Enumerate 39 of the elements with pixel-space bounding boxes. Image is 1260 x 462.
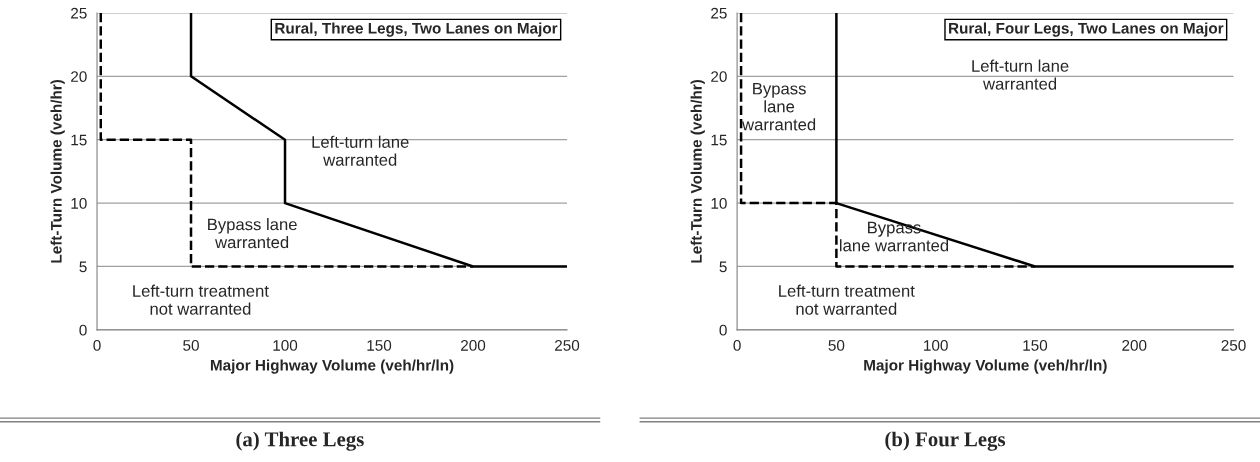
y-tick-label: 15 [711,134,727,146]
x-axis-title: Major Highway Volume (veh/hr/ln) [864,359,1107,374]
x-tick-label: 0 [733,339,741,351]
y-tick-label: 0 [79,324,87,336]
y-axis-title: Left-Turn Volume (veh/hr) [690,79,705,263]
text: Rural, Four Legs, Two Lanes on Major [949,22,1224,37]
x-axis-title: Major Highway Volume (veh/hr/ln) [210,359,454,374]
y-tick-label: 10 [71,197,87,209]
x-tick-label: 50 [183,339,199,351]
x-tick-label: 0 [93,339,101,351]
y-tick-label: 20 [71,71,87,83]
annotation: Bypass lane warranted [742,82,816,131]
y-tick-label: 5 [79,261,87,273]
y-tick-label: 25 [711,7,727,19]
y-tick-label: 10 [711,197,727,209]
y-tick-label: 25 [71,7,87,19]
y-tick-label: 20 [711,71,727,83]
annotation: Left-turn treatment not warranted [133,284,269,315]
x-tick-label: 150 [1023,339,1048,351]
y-tick-label: 0 [719,324,727,336]
x-tick-label: 250 [555,339,580,351]
text: (a) Three Legs [236,431,364,451]
annotation: Left-turn lane warranted [312,135,409,166]
x-tick-label: 100 [924,339,948,351]
y-tick-label: 5 [719,261,727,273]
annotation: Bypass lane warranted [208,218,297,249]
annotation: Bypass lane warranted [839,221,949,252]
text: (b) Four Legs [885,431,1006,451]
x-tick-label: 100 [273,339,298,351]
x-tick-label: 200 [1122,339,1147,351]
y-axis-title: Left-Turn Volume (veh/hr) [50,79,65,263]
x-tick-label: 150 [367,339,392,351]
x-tick-label: 200 [461,339,486,351]
y-tick-label: 15 [71,134,87,146]
x-tick-label: 250 [1221,339,1246,351]
annotation: Left-turn treatment not warranted [779,284,915,315]
annotation: Left-turn lane warranted [972,59,1069,90]
x-tick-label: 50 [828,339,845,351]
text: Rural, Three Legs, Two Lanes on Major [275,22,558,37]
